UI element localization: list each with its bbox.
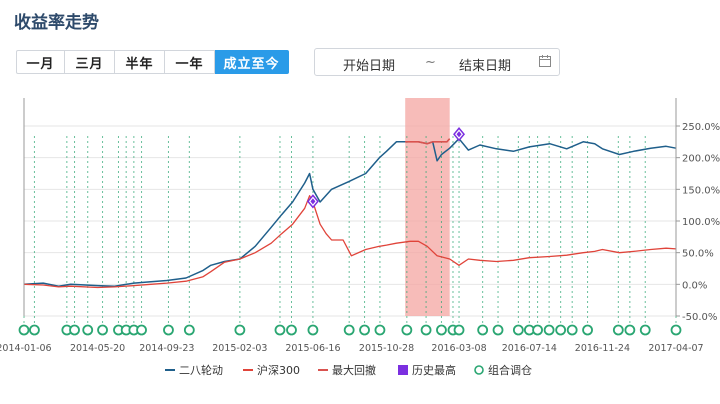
chart-legend: 二八轮动 沪深300 最大回撤 历史最高 组合调仓 xyxy=(165,363,532,377)
rebalance-marker xyxy=(612,324,624,336)
chart-grid xyxy=(24,125,676,317)
rebalance-marker xyxy=(274,324,286,336)
rebalance-marker xyxy=(401,324,413,336)
x-tick-label: 2014-01-06 xyxy=(0,343,52,354)
calendar-icon[interactable] xyxy=(539,55,551,67)
return-chart: 250.0% 200.0% 150.0% 100.0% 50.0% 0.0% -50.0% 2… xyxy=(0,98,720,377)
rebalance-marker xyxy=(286,324,297,336)
rebalance-marker xyxy=(82,324,94,336)
x-tick-label: 2016-07-14 xyxy=(502,343,557,354)
start-date-input[interactable]: 开始日期 xyxy=(343,59,396,74)
range-since-inception-button[interactable]: 成立至今 xyxy=(215,50,289,74)
rebalance-marker xyxy=(477,324,489,336)
marker-layer xyxy=(18,127,682,336)
range-one-month-button[interactable]: 一月 xyxy=(16,50,65,74)
rebalance-marker xyxy=(136,324,147,336)
x-tick-label: 2016-03-08 xyxy=(431,343,486,354)
rebalance-marker xyxy=(582,324,593,336)
drawdown-series-line xyxy=(405,138,451,145)
axis-layer: 250.0% 200.0% 150.0% 100.0% 50.0% 0.0% -50.0% 2… xyxy=(0,98,720,354)
x-tick-label: 2017-04-07 xyxy=(648,343,703,354)
legend-swatch-circle xyxy=(474,365,484,375)
rebalance-marker xyxy=(18,324,30,336)
rebalance-marker xyxy=(69,324,80,336)
page-title: 收益率走势 xyxy=(14,13,99,33)
rebalance-marker xyxy=(453,324,465,336)
y-tick-label: 50.0% xyxy=(682,249,714,260)
x-tick-label: 2015-10-28 xyxy=(359,343,414,354)
rebalance-marker xyxy=(543,324,555,336)
legend-label: 最大回撤 xyxy=(332,363,376,377)
rebalance-marker xyxy=(639,324,651,336)
x-tick-label: 2015-02-03 xyxy=(212,343,267,354)
rebalance-marker xyxy=(343,324,355,336)
range-selector: 一月 三月 半年 一年 成立至今 xyxy=(16,50,289,74)
rebalance-marker xyxy=(420,324,432,336)
date-separator: ~ xyxy=(425,55,436,70)
rebalance-marker xyxy=(234,324,246,336)
y-tick-label: 0.0% xyxy=(682,280,707,291)
legend-label: 历史最高 xyxy=(412,363,456,377)
legend-swatch-square xyxy=(398,365,408,375)
x-tick-label: 2016-11-24 xyxy=(575,343,630,354)
y-tick-label: 150.0% xyxy=(682,185,720,196)
y-tick-label: 100.0% xyxy=(682,217,720,228)
rebalance-marker xyxy=(436,324,447,336)
rebalance-marker xyxy=(512,324,524,336)
range-half-year-button[interactable]: 半年 xyxy=(115,50,165,74)
rebalance-marker xyxy=(183,324,195,336)
rebalance-marker xyxy=(555,324,567,336)
legend-label: 二八轮动 xyxy=(179,363,223,377)
rebalance-marker xyxy=(307,324,319,336)
benchmark-series-line xyxy=(23,195,677,289)
all-time-high-marker-core xyxy=(456,131,462,138)
legend-label: 沪深300 xyxy=(257,363,300,377)
range-one-year-button[interactable]: 一年 xyxy=(165,50,215,74)
y-tick-label: -50.0% xyxy=(682,312,717,323)
x-tick-label: 2014-05-20 xyxy=(70,343,125,354)
rebalance-marker xyxy=(670,324,682,336)
end-date-input[interactable]: 结束日期 xyxy=(459,59,512,74)
x-tick-label: 2014-09-23 xyxy=(139,343,194,354)
range-three-month-button[interactable]: 三月 xyxy=(65,50,115,74)
legend-label: 组合调仓 xyxy=(488,363,532,377)
rebalance-marker xyxy=(624,324,636,336)
rebalance-marker xyxy=(97,324,108,336)
rebalance-line-layer xyxy=(23,136,677,325)
strategy-series-line xyxy=(23,137,677,287)
rebalance-marker xyxy=(29,324,40,336)
x-tick-label: 2015-06-16 xyxy=(285,343,340,354)
all-time-high-marker-core xyxy=(310,198,316,205)
y-tick-label: 250.0% xyxy=(682,122,720,133)
rebalance-marker xyxy=(492,324,504,336)
rebalance-marker xyxy=(163,324,174,336)
rebalance-marker xyxy=(374,324,386,336)
y-tick-label: 200.0% xyxy=(682,154,720,165)
drawdown-band xyxy=(405,98,450,316)
rebalance-marker xyxy=(532,324,543,336)
series-layer xyxy=(23,137,677,289)
rebalance-marker xyxy=(359,324,370,336)
drawdown-band-layer xyxy=(405,98,450,316)
date-range-picker[interactable]: 开始日期 ~ 结束日期 xyxy=(314,48,560,76)
rebalance-marker xyxy=(566,324,578,336)
